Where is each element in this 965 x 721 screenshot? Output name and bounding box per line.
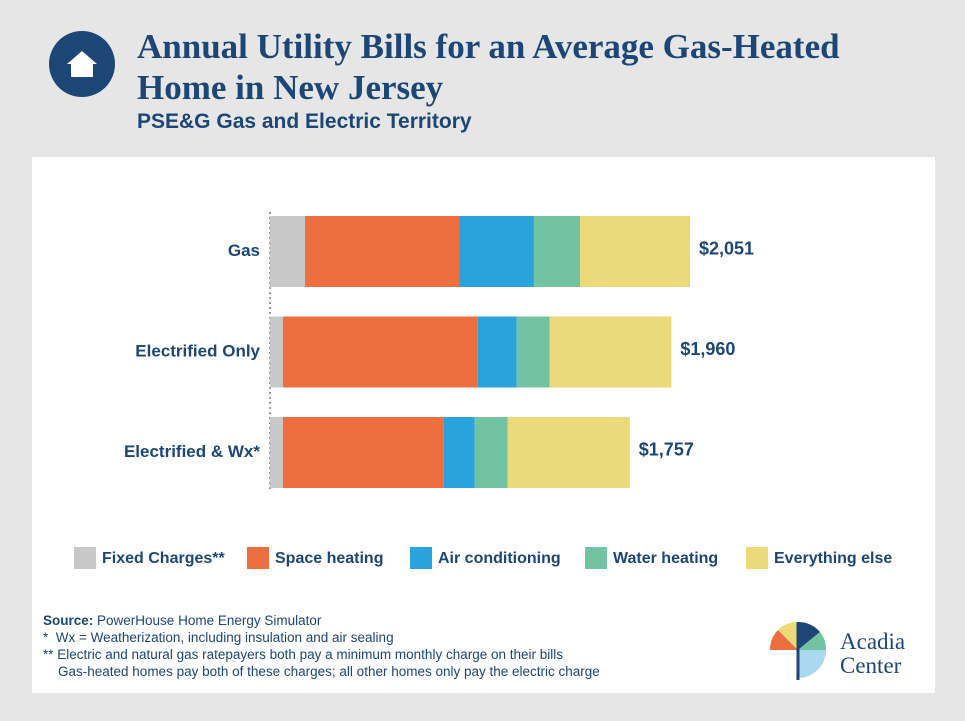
legend-label: Water heating: [613, 550, 718, 567]
bar-segment: [516, 316, 550, 388]
total-label: $1,960: [680, 339, 735, 359]
source-label: Source:: [43, 613, 94, 628]
footnote: ** Electric and natural gas ratepayers b…: [43, 647, 564, 662]
source: Source: PowerHouse Home Energy Simulator: [43, 612, 600, 629]
logo-mark: [770, 622, 827, 680]
bar-segment: [305, 216, 460, 287]
chart-title: Annual Utility Bills for an Average Gas-…: [137, 27, 840, 107]
bar-segment: [507, 417, 630, 488]
category-label: Electrified & Wx*: [124, 442, 260, 461]
bar-segment: [459, 216, 534, 287]
chart-subtitle: PSE&G Gas and Electric Territory: [137, 110, 472, 133]
bar-segment: [477, 316, 517, 388]
total-label: $1,757: [639, 439, 694, 459]
home-icon: [49, 31, 115, 97]
chart-panel: Gas $2,051 Electrified Only $1,960 Electrifi…: [32, 157, 935, 693]
chart: Gas $2,051 Electrified Only $1,960 Electrifi…: [74, 212, 892, 569]
bar-segment: [270, 316, 283, 388]
bar-segment: [443, 417, 475, 488]
legend-label: Fixed Charges**: [102, 550, 225, 567]
category-label: Gas: [228, 241, 260, 260]
legend-swatch: [746, 547, 768, 569]
bar-segment: [270, 417, 283, 488]
bar-segment: [533, 216, 581, 287]
footnote: * Wx = Weatherization, including insulat…: [43, 630, 394, 645]
legend-swatch: [74, 547, 96, 569]
bar-segment: [549, 316, 672, 388]
bar-segment: [282, 417, 444, 488]
category-label: Electrified Only: [135, 341, 260, 360]
legend-label: Air conditioning: [438, 550, 561, 567]
legend-swatch: [585, 547, 607, 569]
logo-text: Acadia Center: [840, 630, 905, 678]
notes: Source: PowerHouse Home Energy Simulator…: [43, 612, 600, 680]
logo-line: Acadia: [840, 629, 906, 654]
legend-swatch: [410, 547, 432, 569]
source-text: PowerHouse Home Energy Simulator: [97, 613, 322, 628]
bar-segment: [270, 216, 306, 287]
legend-label: Everything else: [774, 550, 892, 567]
logo-line: Center: [840, 653, 902, 678]
legend-swatch: [247, 547, 269, 569]
footnote: Gas-heated homes pay both of these charg…: [43, 664, 600, 679]
bar-segment: [282, 316, 478, 388]
bar-segment: [580, 216, 690, 287]
bar-segment: [474, 417, 508, 488]
legend-label: Space heating: [275, 550, 383, 567]
total-label: $2,051: [699, 238, 754, 258]
